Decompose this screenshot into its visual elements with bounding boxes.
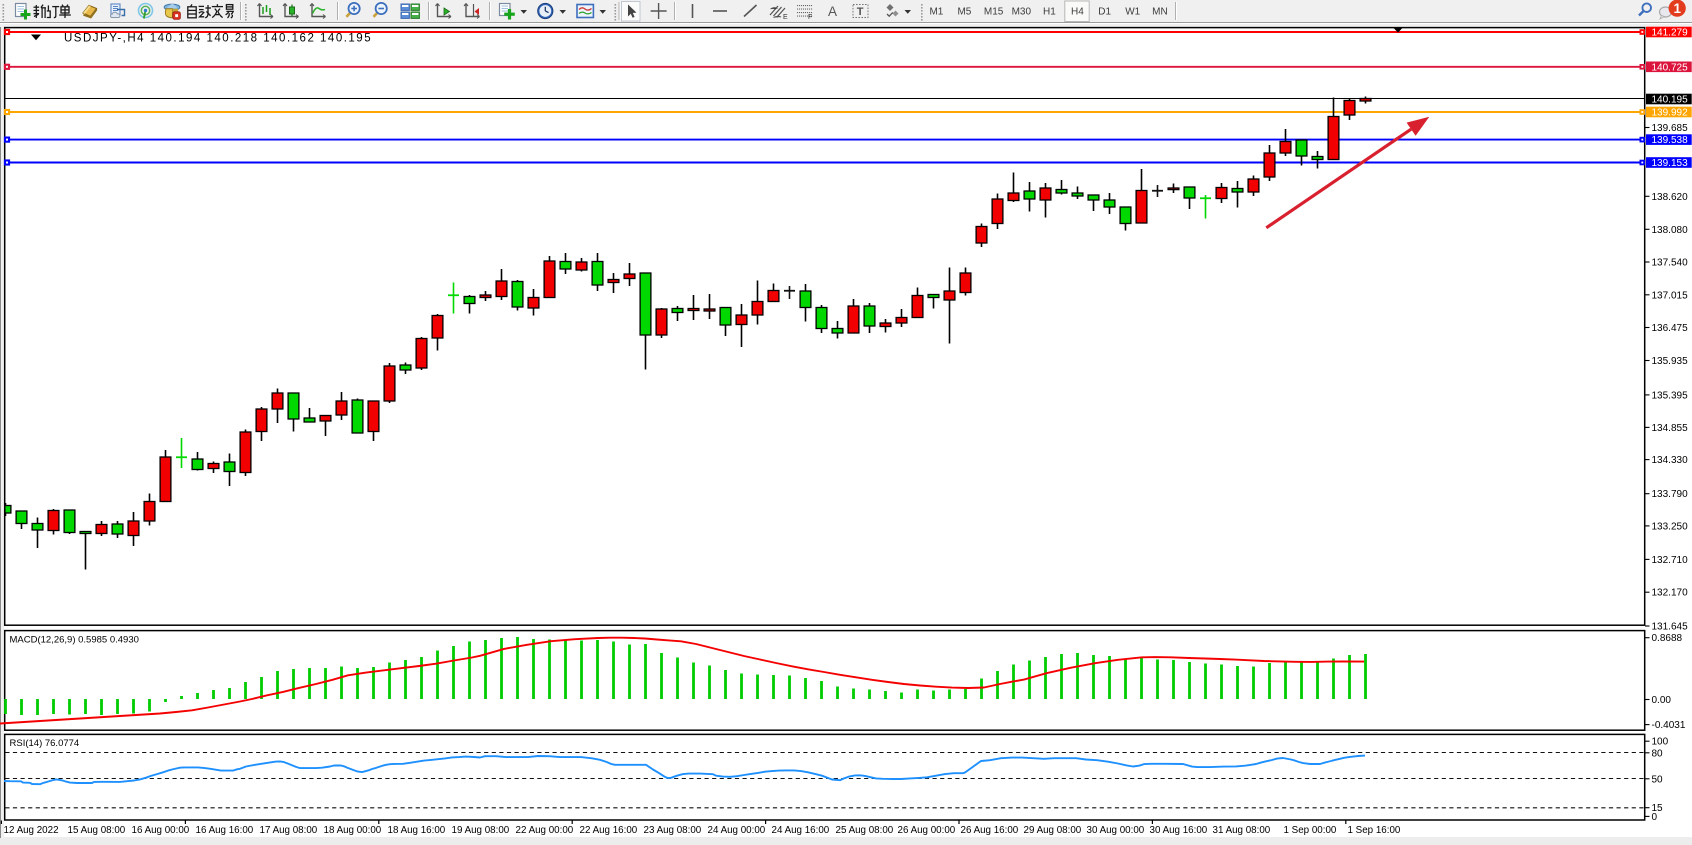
svg-text:0: 0 bbox=[1652, 812, 1658, 823]
svg-text:0.8688: 0.8688 bbox=[1652, 633, 1683, 644]
svg-text:136.475: 136.475 bbox=[1652, 323, 1689, 334]
svg-text:1: 1 bbox=[1673, 1, 1681, 16]
svg-text:100: 100 bbox=[1652, 737, 1669, 748]
svg-text:137.540: 137.540 bbox=[1652, 258, 1689, 269]
svg-text:139.538: 139.538 bbox=[1652, 135, 1689, 146]
svg-text:-0.4031: -0.4031 bbox=[1652, 720, 1686, 731]
svg-text:MACD(12,26,9) 0.5985 0.4930: MACD(12,26,9) 0.5985 0.4930 bbox=[10, 635, 139, 646]
svg-text:131.645: 131.645 bbox=[1652, 622, 1689, 633]
svg-text:139.685: 139.685 bbox=[1652, 123, 1689, 134]
svg-text:D1: D1 bbox=[1098, 7, 1111, 18]
svg-text:25 Aug 08:00: 25 Aug 08:00 bbox=[836, 825, 894, 836]
svg-text:30 Aug 16:00: 30 Aug 16:00 bbox=[1150, 825, 1208, 836]
svg-text:USDJPY-,H4 140.194 140.218 14: USDJPY-,H4 140.194 140.218 140.162 140.1… bbox=[64, 33, 372, 45]
svg-text:22 Aug 00:00: 22 Aug 00:00 bbox=[516, 825, 574, 836]
svg-text:138.080: 138.080 bbox=[1652, 225, 1689, 236]
svg-text:17 Aug 08:00: 17 Aug 08:00 bbox=[260, 825, 318, 836]
svg-text:M30: M30 bbox=[1012, 7, 1032, 18]
svg-text:1 Sep 16:00: 1 Sep 16:00 bbox=[1348, 825, 1401, 836]
svg-text:133.250: 133.250 bbox=[1652, 521, 1689, 532]
svg-text:140.725: 140.725 bbox=[1652, 62, 1689, 73]
svg-text:50: 50 bbox=[1652, 774, 1664, 785]
svg-text:140.195: 140.195 bbox=[1652, 95, 1689, 106]
svg-text:24 Aug 16:00: 24 Aug 16:00 bbox=[772, 825, 830, 836]
svg-text:22 Aug 16:00: 22 Aug 16:00 bbox=[580, 825, 638, 836]
svg-text:A: A bbox=[828, 4, 837, 19]
svg-text:133.790: 133.790 bbox=[1652, 489, 1689, 500]
svg-text:H4: H4 bbox=[1071, 7, 1084, 18]
svg-text:19 Aug 08:00: 19 Aug 08:00 bbox=[452, 825, 510, 836]
svg-text:24 Aug 00:00: 24 Aug 00:00 bbox=[708, 825, 766, 836]
svg-text:137.015: 137.015 bbox=[1652, 290, 1689, 301]
svg-text:135.395: 135.395 bbox=[1652, 390, 1689, 401]
svg-text:26 Aug 16:00: 26 Aug 16:00 bbox=[961, 825, 1019, 836]
svg-text:134.330: 134.330 bbox=[1652, 455, 1689, 466]
svg-text:1 Sep 00:00: 1 Sep 00:00 bbox=[1284, 825, 1337, 836]
svg-text:132.170: 132.170 bbox=[1652, 588, 1689, 599]
svg-text:134.855: 134.855 bbox=[1652, 423, 1689, 434]
svg-text:29 Aug 08:00: 29 Aug 08:00 bbox=[1024, 825, 1082, 836]
svg-text:18 Aug 00:00: 18 Aug 00:00 bbox=[324, 825, 382, 836]
svg-text:141.279: 141.279 bbox=[1652, 28, 1689, 39]
svg-text:15 Aug 08:00: 15 Aug 08:00 bbox=[68, 825, 126, 836]
svg-text:26 Aug 00:00: 26 Aug 00:00 bbox=[898, 825, 956, 836]
svg-text:132.710: 132.710 bbox=[1652, 555, 1689, 566]
svg-text:30 Aug 00:00: 30 Aug 00:00 bbox=[1087, 825, 1145, 836]
svg-text:M5: M5 bbox=[957, 7, 971, 18]
svg-text:80: 80 bbox=[1652, 748, 1664, 759]
svg-text:16 Aug 00:00: 16 Aug 00:00 bbox=[132, 825, 190, 836]
svg-text:138.620: 138.620 bbox=[1652, 192, 1689, 203]
svg-text:W1: W1 bbox=[1125, 7, 1140, 18]
svg-text:RSI(14) 76.0774: RSI(14) 76.0774 bbox=[10, 738, 80, 749]
svg-text:H1: H1 bbox=[1043, 7, 1056, 18]
svg-text:12 Aug 2022: 12 Aug 2022 bbox=[4, 825, 59, 836]
svg-text:135.935: 135.935 bbox=[1652, 356, 1689, 367]
svg-text:E: E bbox=[783, 14, 788, 21]
svg-text:MN: MN bbox=[1152, 7, 1168, 18]
svg-text:23 Aug 08:00: 23 Aug 08:00 bbox=[644, 825, 702, 836]
svg-text:15: 15 bbox=[1652, 803, 1664, 814]
svg-text:139.992: 139.992 bbox=[1652, 108, 1689, 119]
svg-text:M1: M1 bbox=[929, 7, 943, 18]
svg-text:139.153: 139.153 bbox=[1652, 158, 1689, 169]
svg-text:18 Aug 16:00: 18 Aug 16:00 bbox=[388, 825, 446, 836]
svg-text:31 Aug 08:00: 31 Aug 08:00 bbox=[1213, 825, 1271, 836]
svg-text:M15: M15 bbox=[984, 7, 1004, 18]
svg-text:F: F bbox=[808, 14, 812, 21]
svg-text:16 Aug 16:00: 16 Aug 16:00 bbox=[196, 825, 254, 836]
svg-text:T: T bbox=[857, 6, 864, 18]
svg-text:0.00: 0.00 bbox=[1652, 695, 1672, 706]
